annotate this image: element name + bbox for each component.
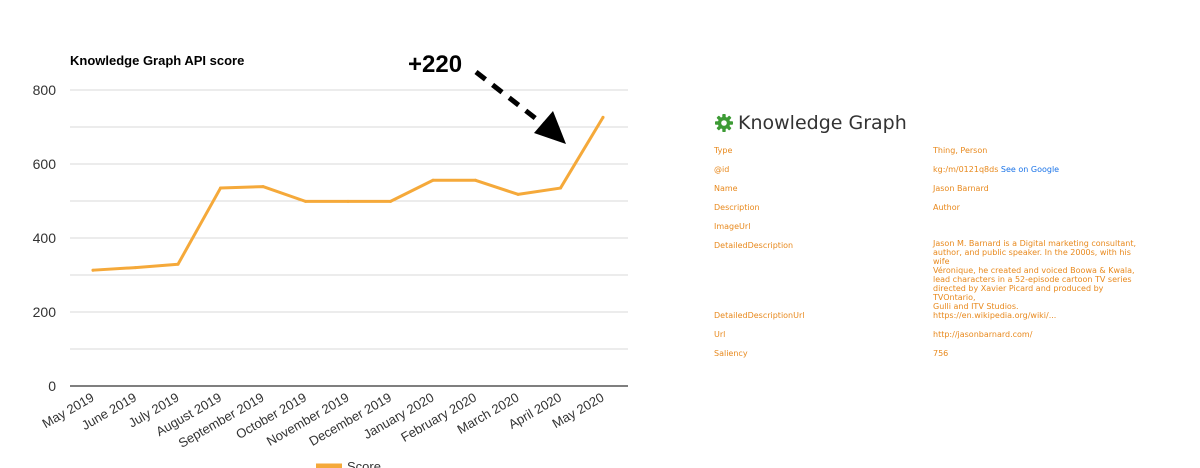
data-point (91, 268, 95, 272)
description-line: Véronique, he created and voiced Boowa &… (933, 266, 1135, 275)
kg-row-detailed-description-url: DetailedDescriptionUrl https://en.wikipe… (714, 311, 1174, 330)
data-point (176, 262, 180, 266)
knowledge-graph-panel: Knowledge Graph Type Thing, Person @id k… (714, 108, 1174, 368)
data-point (134, 266, 137, 270)
kg-key: Type (714, 146, 733, 155)
kg-key: Url (714, 330, 726, 339)
data-point (261, 185, 265, 189)
data-point (389, 199, 392, 203)
kg-value: 756 (933, 349, 949, 358)
kg-value: Thing, Person (933, 146, 988, 155)
kg-value: https://en.wikipedia.org/wiki/... (933, 311, 1057, 320)
kg-key: Name (714, 184, 738, 193)
y-tick-label: 200 (33, 304, 57, 320)
annotation-arrow-shaft (474, 70, 550, 130)
data-point (304, 199, 307, 203)
score-line-chart: Knowledge Graph API score 0200400600800 … (33, 51, 628, 468)
kg-key: Description (714, 203, 760, 212)
series-line-layer (91, 115, 605, 272)
kg-id-value: kg:/m/0121q8ds (933, 165, 999, 174)
kg-row-description: Description Author (714, 203, 1174, 222)
data-point (219, 186, 222, 190)
knowledge-graph-header: Knowledge Graph (714, 108, 1174, 138)
kg-key: @id (714, 165, 730, 174)
annotation-arrow-head (534, 111, 566, 144)
kg-row-detailed-description: DetailedDescription Jason M. Barnard is … (714, 239, 1174, 311)
kg-value: http://jasonbarnard.com/ (933, 330, 1033, 339)
y-tick-label: 800 (33, 82, 57, 98)
kg-row-url: Url http://jasonbarnard.com/ (714, 330, 1174, 349)
kg-key: DetailedDescription (714, 241, 794, 250)
annotation: +220 (408, 51, 566, 144)
kg-value: Jason M. Barnard is a Digital marketing … (933, 239, 1148, 311)
kg-value: kg:/m/0121q8ds See on Google (933, 165, 1148, 174)
kg-key: ImageUrl (714, 222, 751, 231)
legend: Score (316, 459, 381, 468)
data-point (431, 178, 435, 182)
data-point (601, 115, 605, 119)
description-line: author, and public speaker. In the 2000s… (933, 248, 1131, 266)
kg-row-saliency: Saliency 756 (714, 349, 1174, 368)
kg-key: DetailedDescriptionUrl (714, 311, 805, 320)
kg-row-type: Type Thing, Person (714, 146, 1174, 165)
see-on-google-link[interactable]: See on Google (1000, 165, 1060, 174)
data-point (559, 186, 562, 190)
description-line: lead characters in a 52-episode cartoon … (933, 275, 1132, 284)
y-axis-tick-labels: 0 200 400 600 800 (33, 82, 57, 394)
kg-row-imageurl: ImageUrl (714, 222, 1174, 241)
kg-row-id: @id kg:/m/0121q8ds See on Google (714, 165, 1174, 184)
data-point (474, 178, 477, 182)
kg-key: Saliency (714, 349, 748, 358)
kg-row-name: Name Jason Barnard (714, 184, 1174, 203)
gear-icon (715, 114, 733, 132)
kg-value: Author (933, 203, 960, 212)
annotation-text: +220 (408, 51, 462, 78)
legend-label: Score (347, 459, 381, 468)
kg-value: Jason Barnard (933, 184, 989, 193)
data-point (346, 199, 350, 203)
knowledge-graph-title: Knowledge Graph (738, 112, 907, 134)
chart-title: Knowledge Graph API score (70, 53, 244, 68)
data-point (516, 192, 520, 196)
y-tick-label: 600 (33, 156, 57, 172)
description-line: Gulli and ITV Studios. (933, 302, 1019, 311)
description-line: directed by Xavier Picard and produced b… (933, 284, 1104, 302)
series-line-score (91, 115, 605, 272)
y-tick-label: 400 (33, 230, 57, 246)
y-tick-label: 0 (48, 378, 56, 394)
description-line: Jason M. Barnard is a Digital marketing … (933, 239, 1136, 248)
